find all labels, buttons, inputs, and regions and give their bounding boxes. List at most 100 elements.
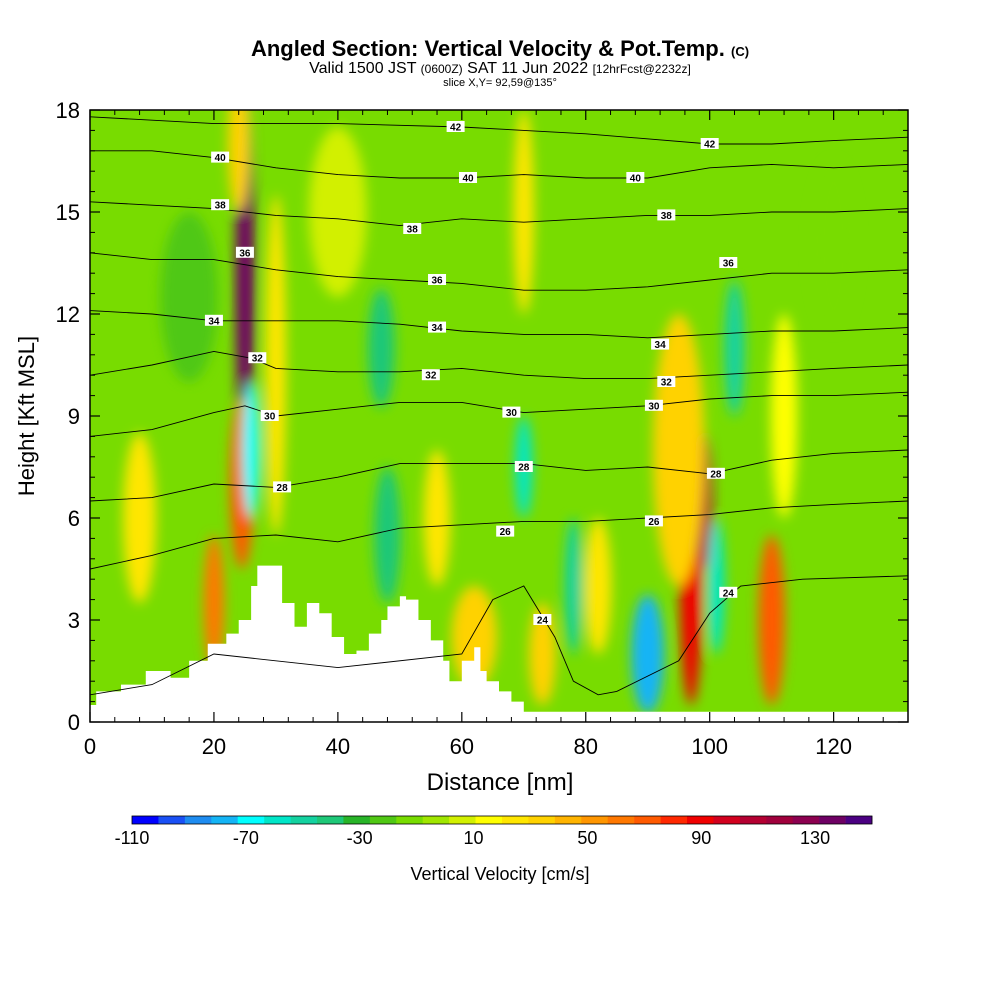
theta-contours	[90, 116, 908, 696]
contour-label: 32	[657, 376, 676, 389]
contour-label-text: 28	[518, 463, 530, 474]
contour-label-text: 26	[500, 527, 512, 538]
contour-label: 26	[496, 525, 515, 538]
colorbar-tick-label: 50	[577, 828, 597, 848]
contour-label-text: 42	[704, 140, 716, 151]
contour-label-text: 38	[661, 211, 673, 222]
velocity-cell	[529, 603, 556, 705]
contour-label: 32	[421, 369, 440, 382]
velocity-cell	[770, 314, 798, 518]
contour-label: 36	[428, 274, 447, 287]
colorbar-swatch	[554, 816, 582, 824]
y-tick-label: 18	[56, 98, 80, 123]
x-axis-label: Distance [nm]	[427, 769, 574, 796]
x-tick-label: 20	[202, 734, 226, 759]
contour-label: 30	[260, 410, 279, 423]
theta-contour-24	[90, 575, 908, 696]
contour-labels: 24 24 26 26 28 28 28 30 30 30 32 32 32 34 34 34 36 36 36 38…	[204, 121, 738, 627]
contour-label-text: 26	[648, 517, 660, 528]
colorbar-swatch	[237, 816, 265, 824]
colorbar-swatch	[660, 816, 688, 824]
colorbar-swatch	[819, 816, 846, 824]
x-tick-label: 0	[84, 734, 96, 759]
contour-label: 38	[211, 199, 230, 212]
contour-label: 34	[428, 321, 447, 334]
velocity-cell	[653, 314, 705, 586]
velocity-cell	[631, 594, 665, 714]
y-tick-label: 6	[68, 506, 80, 531]
contour-label: 24	[533, 614, 552, 627]
colorbar-swatch	[158, 816, 186, 824]
colorbar-swatch	[845, 816, 873, 824]
contour-label: 28	[706, 467, 725, 480]
velocity-cell	[513, 110, 534, 314]
theta-contour-26	[90, 500, 908, 570]
contour-label: 26	[644, 515, 663, 528]
colorbar-swatch	[739, 816, 767, 824]
velocity-cell	[203, 535, 225, 671]
contour-label-text: 24	[537, 616, 549, 627]
contour-label-text: 30	[648, 401, 660, 412]
colorbar-swatch	[343, 816, 371, 824]
contour-label-text: 38	[407, 225, 419, 236]
theta-contour-34	[90, 310, 908, 339]
colorbar: -110 -70 -30 10 50 90 130	[115, 815, 873, 848]
colorbar-swatch	[528, 816, 556, 824]
colorbar-swatch	[581, 816, 609, 824]
contour-label-text: 36	[723, 259, 735, 270]
x-tick-label: 60	[450, 734, 474, 759]
velocity-cell	[584, 518, 612, 654]
contour-label-text: 34	[208, 316, 220, 327]
chart-subtitle: Valid 1500 JST (0600Z) SAT 11 Jun 2022 […	[309, 60, 691, 77]
velocity-cell	[423, 450, 451, 586]
colorbar-swatch	[475, 816, 503, 824]
colorbar-swatch	[211, 816, 239, 824]
slice-info: slice X,Y= 92,59@135°	[443, 77, 557, 89]
colorbar-swatch	[792, 816, 820, 824]
velocity-cell	[309, 127, 367, 297]
velocity-cell	[242, 382, 260, 518]
contour-label: 36	[719, 257, 738, 270]
contour-label: 36	[235, 246, 254, 259]
colorbar-tick-label: -110	[115, 828, 150, 848]
contour-label-text: 32	[252, 354, 264, 365]
theta-contour-42	[90, 116, 908, 145]
contour-label-text: 30	[264, 412, 276, 423]
contour-label-text: 38	[215, 201, 227, 212]
colorbar-swatch	[369, 816, 397, 824]
contour-label-text: 32	[425, 371, 437, 382]
contour-label-text: 30	[506, 408, 518, 419]
colorbar-tick-label: -30	[347, 828, 373, 848]
colorbar-swatch	[422, 816, 450, 824]
colorbar-tick-label: 90	[691, 828, 711, 848]
colorbar-swatch	[766, 816, 794, 824]
colorbar-swatch	[634, 816, 661, 824]
velocity-cell	[227, 110, 250, 212]
theta-contour-32	[90, 350, 908, 380]
colorbar-tick-label: 130	[800, 828, 830, 848]
valid-utc: (0600Z)	[420, 62, 463, 76]
velocity-cell	[160, 212, 218, 382]
velocity-cell	[374, 467, 401, 603]
x-tick-label: 120	[815, 734, 852, 759]
velocity-cell	[724, 280, 745, 416]
y-tick-label: 0	[68, 710, 80, 735]
x-tick-label: 80	[574, 734, 598, 759]
colorbar-swatch	[132, 816, 159, 824]
colorbar-swatch	[290, 816, 318, 824]
contour-label-text: 28	[277, 483, 289, 494]
colorbar-tick-label: 10	[464, 828, 484, 848]
theta-contour-30	[90, 391, 908, 437]
colorbar-frame	[131, 815, 873, 825]
contour-label: 38	[403, 223, 422, 236]
contour-label-text: 28	[710, 469, 722, 480]
contour-label: 34	[651, 338, 670, 351]
contour-label: 30	[644, 399, 663, 412]
colorbar-swatch	[317, 816, 344, 824]
contour-label: 42	[446, 121, 465, 134]
y-tick-label: 3	[68, 608, 80, 633]
contour-label-text: 34	[431, 323, 443, 334]
colorbar-swatch	[607, 816, 635, 824]
contour-label-text: 32	[661, 378, 673, 389]
